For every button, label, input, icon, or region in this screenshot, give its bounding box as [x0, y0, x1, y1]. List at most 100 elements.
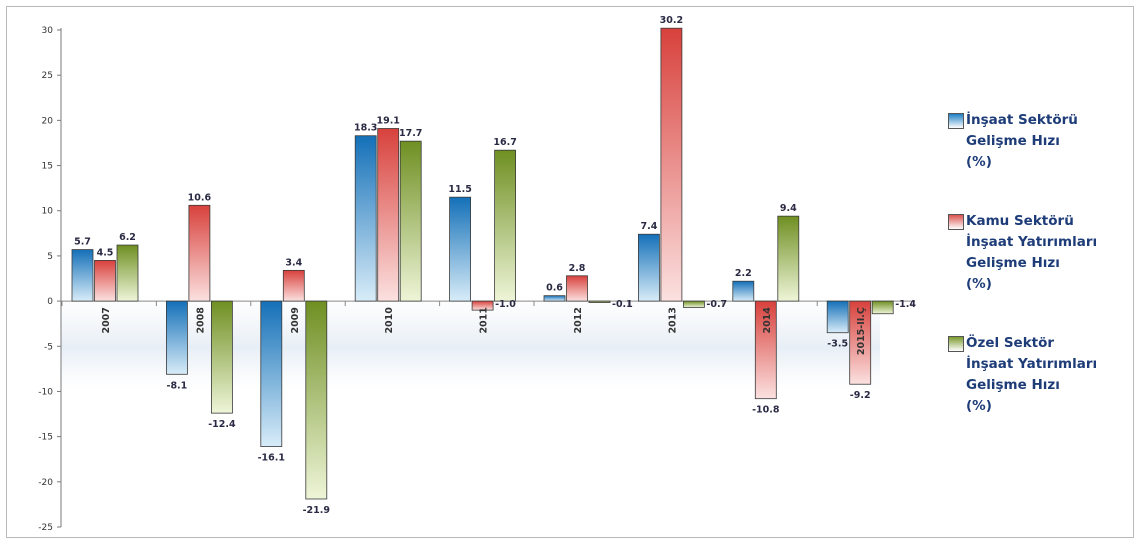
data-label: 16.7 [493, 137, 516, 148]
data-label: 18.3 [354, 123, 377, 134]
bar-2009-s2 [282, 269, 305, 302]
bars [71, 27, 894, 500]
data-label: -0.7 [706, 299, 727, 310]
legend-label: Kamu Sektörü İnşaat Yatırımları Gelişme Hı… [966, 211, 1138, 295]
category-label: 2012 [573, 307, 584, 333]
legend-label-line: Kamu Sektörü [966, 213, 1074, 229]
data-label: -10.8 [752, 405, 780, 416]
y-tick-label: -20 [38, 478, 53, 488]
data-label: 30.2 [660, 15, 683, 26]
y-tick-label: 25 [42, 71, 53, 81]
bar-2011-s2 [471, 300, 494, 311]
category-label: 2010 [384, 307, 395, 334]
bar-2012-s1 [543, 295, 566, 302]
legend-label-line: (%) [966, 276, 992, 292]
legend-label: İnşaat Sektörü Gelişme Hızı (%) [966, 110, 1138, 173]
category-label: 2007 [101, 307, 112, 333]
legend-swatch [948, 336, 964, 352]
category-label: 2008 [195, 307, 206, 334]
bar-2007-s2 [94, 260, 116, 302]
data-label: 6.2 [119, 232, 136, 243]
legend-item-s3: Özel Sektör İnşaat Yatırımları Gelişme Hız… [948, 333, 1138, 417]
y-tick-label: 20 [42, 116, 54, 126]
bar-2011-s1 [449, 196, 472, 302]
data-label: 2.8 [569, 263, 586, 274]
data-label: 9.4 [780, 203, 797, 214]
legend: İnşaat Sektörü Gelişme Hızı (%) Kamu Sektör… [948, 110, 1138, 455]
legend-item-s1: İnşaat Sektörü Gelişme Hızı (%) [948, 110, 1138, 173]
legend-label-line: Gelişme Hızı [966, 377, 1060, 393]
data-label: -0.1 [612, 299, 633, 310]
bar-2014-s3 [777, 215, 800, 302]
bar-2008-s1 [165, 300, 188, 375]
data-label: -8.1 [167, 380, 188, 391]
data-label: 0.6 [546, 283, 563, 294]
y-tick-label: -5 [44, 342, 53, 352]
bar-2013-s3 [683, 300, 705, 308]
data-label: 3.4 [285, 257, 302, 268]
category-label: 2011 [479, 307, 490, 333]
category-label: 2014 [762, 307, 773, 334]
legend-label-line: Özel Sektör [966, 335, 1055, 351]
y-tick-label: -10 [38, 387, 53, 397]
y-tick-label: -15 [38, 433, 53, 443]
bar-2014-s2 [754, 300, 777, 400]
category-label: 2009 [290, 307, 301, 333]
y-tick-label: 30 [42, 26, 54, 36]
bar-2009-s1 [260, 300, 283, 447]
bar-2015-II.Ç-s1 [826, 300, 849, 334]
y-tick-label: 15 [42, 162, 53, 172]
data-label: 11.5 [448, 184, 471, 195]
y-tick-label: 10 [42, 207, 54, 217]
bar-2015-II.Ç-s3 [871, 300, 894, 315]
bar-2008-s2 [188, 204, 211, 302]
zero-band [61, 295, 880, 391]
bar-2010-s2 [377, 128, 400, 302]
legend-label-line: İnşaat Yatırımları [966, 234, 1098, 250]
data-label: 19.1 [376, 115, 399, 126]
data-label: -12.4 [208, 419, 236, 430]
y-tick-label: 0 [47, 297, 53, 307]
bar-2010-s1 [354, 135, 377, 302]
data-label: -1.4 [895, 299, 916, 310]
bar-2009-s3 [305, 300, 328, 500]
bar-2013-s2 [660, 27, 683, 302]
data-label: -3.5 [827, 339, 848, 350]
legend-label-line: (%) [966, 398, 992, 414]
data-label: 17.7 [399, 128, 422, 139]
data-label: 5.7 [74, 237, 91, 248]
bar-2012-s3 [588, 300, 611, 303]
bar-2007-s1 [71, 249, 94, 302]
legend-swatch [948, 113, 964, 129]
legend-swatch [948, 214, 964, 230]
bar-2014-s1 [732, 280, 755, 302]
data-label: 2.2 [735, 268, 752, 279]
data-label: -21.9 [303, 505, 330, 516]
data-label: 4.5 [97, 247, 114, 258]
bar-2012-s2 [566, 275, 588, 302]
bar-2010-s3 [399, 140, 422, 302]
legend-label: Özel Sektör İnşaat Yatırımları Gelişme Hız… [966, 333, 1138, 417]
category-label: 2015-II.Ç [856, 307, 867, 355]
data-labels: 5.7 -8.1 -16.1 18.3 11.5 0.6 7.4 2.2 -3.5 4.5 10.6… [74, 15, 916, 516]
y-tick-label: 5 [47, 252, 53, 262]
data-label: -1.0 [495, 299, 516, 310]
bar-2011-s3 [494, 149, 517, 302]
bar-2015-II.Ç-s2 [849, 300, 872, 385]
legend-label-line: (%) [966, 154, 992, 170]
category-label: 2013 [667, 307, 678, 333]
bar-2007-s3 [116, 244, 139, 302]
legend-label-line: İnşaat Yatırımları [966, 356, 1098, 372]
data-label: -9.2 [850, 390, 871, 401]
data-label: 10.6 [188, 192, 212, 203]
data-label: 7.4 [640, 221, 657, 232]
legend-label-line: Gelişme Hızı [966, 133, 1060, 149]
category-labels: 2007 2008 2009 2010 2011 2012 2013 2014 2015-II.… [101, 307, 867, 355]
legend-label-line: İnşaat Sektörü [966, 112, 1078, 128]
bar-2008-s3 [210, 300, 233, 414]
legend-item-s2: Kamu Sektörü İnşaat Yatırımları Gelişme Hı… [948, 211, 1138, 295]
data-label: -16.1 [258, 453, 285, 464]
y-tick-label: -25 [38, 523, 53, 533]
legend-label-line: Gelişme Hızı [966, 255, 1060, 271]
